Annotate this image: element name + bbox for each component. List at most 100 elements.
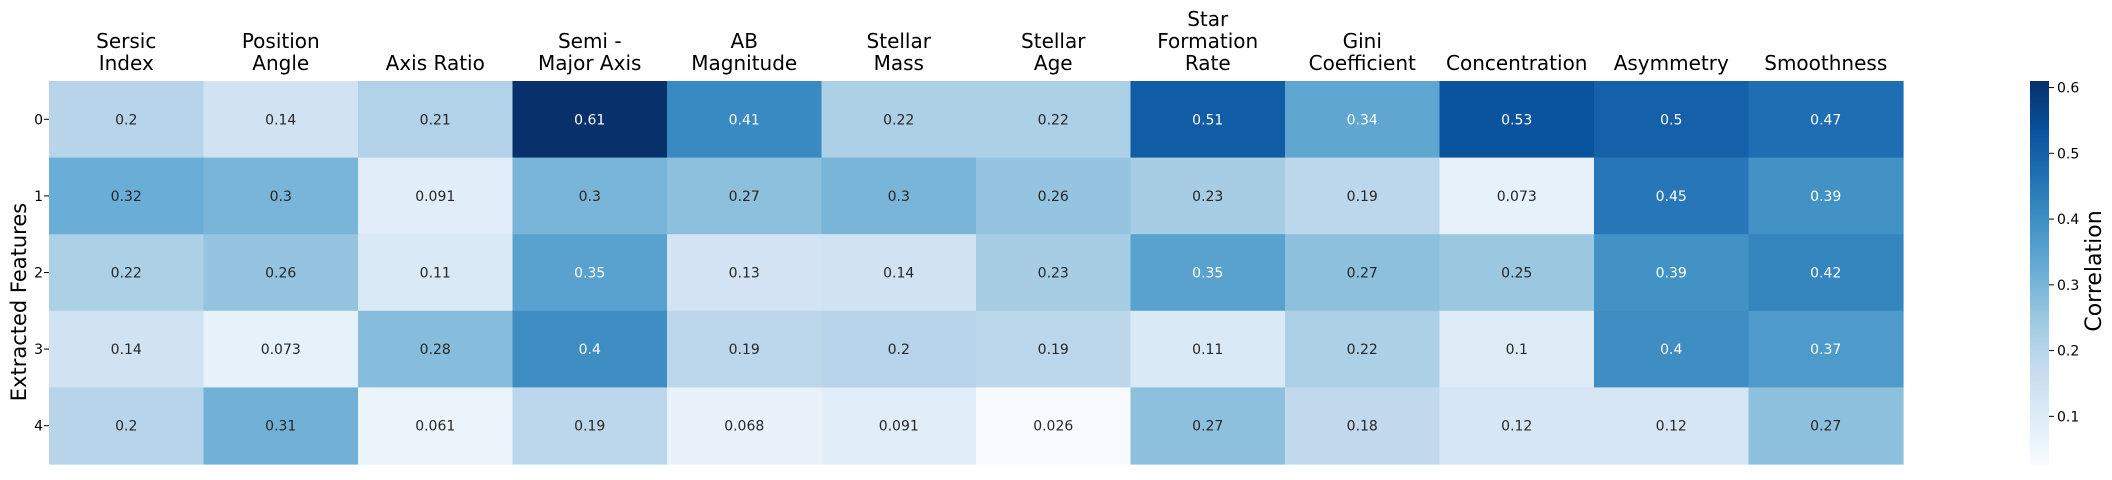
heatmap-cell (1748, 234, 1904, 312)
row-tick-label: 3 (34, 342, 43, 358)
heatmap-cell (821, 81, 977, 159)
colorbar-tick-label: 0.1 (2057, 409, 2079, 425)
colorbar: 0.1 0.2 0.3 0.4 0.5 0.6 (2030, 81, 2079, 465)
heatmap-cell (976, 81, 1132, 159)
colorbar-tick-label: 0.5 (2057, 146, 2079, 162)
heatmap-cell (667, 387, 823, 465)
heatmap-cell (512, 81, 668, 159)
cell-value-label: 0.34 (1347, 112, 1378, 128)
heatmap-cell (1285, 387, 1441, 465)
heatmap-cell (203, 310, 359, 388)
heatmap-cell (49, 81, 205, 159)
cell-value-label: 0.3 (888, 189, 910, 205)
heatmap-cell (49, 310, 205, 388)
column-label: Stellar Mass (867, 29, 932, 75)
heatmap-cell (821, 310, 977, 388)
heatmap-cell (203, 81, 359, 159)
cell-value-label: 0.073 (1497, 189, 1537, 205)
heatmap-cell (203, 157, 359, 235)
heatmap-cell (1748, 81, 1904, 159)
heatmap-cell (1439, 310, 1595, 388)
cell-value-label: 0.18 (1347, 419, 1378, 435)
cell-value-label: 0.1 (1506, 342, 1528, 358)
heatmap-cell (1594, 310, 1750, 388)
cell-value-label: 0.26 (1038, 189, 1069, 205)
cell-value-label: 0.23 (1192, 189, 1223, 205)
cell-value-label: 0.11 (420, 266, 451, 282)
cell-value-label: 0.51 (1192, 112, 1223, 128)
cell-value-label: 0.27 (1192, 419, 1223, 435)
row-tick-label: 4 (34, 419, 43, 435)
heatmap-cell (821, 387, 977, 465)
heatmap-cell (1748, 157, 1904, 235)
heatmap-cell (358, 157, 514, 235)
cell-value-label: 0.26 (265, 266, 296, 282)
cell-value-label: 0.47 (1810, 112, 1841, 128)
heatmap-cell (358, 310, 514, 388)
cell-value-label: 0.22 (1347, 342, 1378, 358)
column-label: Star Formation Rate (1157, 7, 1258, 75)
heatmap-cell (358, 234, 514, 312)
cell-value-label: 0.39 (1810, 189, 1841, 205)
cell-value-label: 0.22 (111, 266, 142, 282)
heatmap-cell (1439, 234, 1595, 312)
cell-value-label: 0.35 (574, 266, 605, 282)
colorbar-tick-label: 0.2 (2057, 344, 2079, 360)
heatmap-cell (667, 234, 823, 312)
heatmap-cell (1130, 310, 1286, 388)
row-tick-label: 0 (34, 112, 43, 128)
cell-value-label: 0.27 (1810, 419, 1841, 435)
heatmap-cell (1130, 234, 1286, 312)
cell-value-label: 0.41 (729, 112, 760, 128)
heatmap-cell (1439, 81, 1595, 159)
heatmap-cell (1594, 81, 1750, 159)
cell-value-label: 0.35 (1192, 266, 1223, 282)
heatmap-cell (976, 157, 1132, 235)
row-tick-labels: 0 1 2 3 4 (34, 112, 49, 435)
colorbar-label: Correlation (2082, 210, 2107, 331)
column-label: Smoothness (1764, 51, 1887, 75)
heatmap-cell (1285, 81, 1441, 159)
heatmap-cell (512, 387, 668, 465)
heatmap-cell (1285, 234, 1441, 312)
column-label: Axis Ratio (386, 51, 485, 75)
heatmap-cell (512, 234, 668, 312)
heatmap-cell (358, 387, 514, 465)
column-label: AB Magnitude (691, 29, 797, 75)
heatmap-cell (821, 234, 977, 312)
cell-value-label: 0.28 (420, 342, 451, 358)
cell-value-label: 0.45 (1656, 189, 1687, 205)
cell-value-label: 0.42 (1810, 266, 1841, 282)
cell-value-label: 0.2 (115, 112, 137, 128)
cell-value-label: 0.27 (1347, 266, 1378, 282)
column-label: Sersic Index (96, 29, 156, 75)
heatmap-cell (667, 81, 823, 159)
heatmap-cell (49, 387, 205, 465)
column-label: Stellar Age (1021, 29, 1086, 75)
heatmap-cell (1594, 157, 1750, 235)
colorbar-gradient (2030, 81, 2049, 465)
cell-value-label: 0.3 (579, 189, 601, 205)
cell-value-label: 0.19 (729, 342, 760, 358)
heatmap-cell (1748, 310, 1904, 388)
cell-value-label: 0.22 (883, 112, 914, 128)
heatmap-cell (358, 81, 514, 159)
column-labels: Sersic Index Position Angle Axis Ratio Semi -… (96, 7, 1887, 75)
heatmap-cell (976, 234, 1132, 312)
cell-value-label: 0.27 (729, 189, 760, 205)
cell-value-label: 0.23 (1038, 266, 1069, 282)
heatmap-cell (49, 234, 205, 312)
row-tick-label: 2 (34, 266, 43, 282)
cell-value-label: 0.073 (261, 342, 301, 358)
colorbar-tick-label: 0.3 (2057, 278, 2079, 294)
cell-value-label: 0.4 (579, 342, 601, 358)
heatmap-cell (1594, 387, 1750, 465)
cell-value-label: 0.061 (415, 419, 455, 435)
cell-value-label: 0.14 (265, 112, 296, 128)
heatmap-cell (667, 157, 823, 235)
heatmap-cell (821, 157, 977, 235)
cell-value-label: 0.61 (574, 112, 605, 128)
heatmap-cell (1285, 157, 1441, 235)
heatmap-cell (1594, 234, 1750, 312)
